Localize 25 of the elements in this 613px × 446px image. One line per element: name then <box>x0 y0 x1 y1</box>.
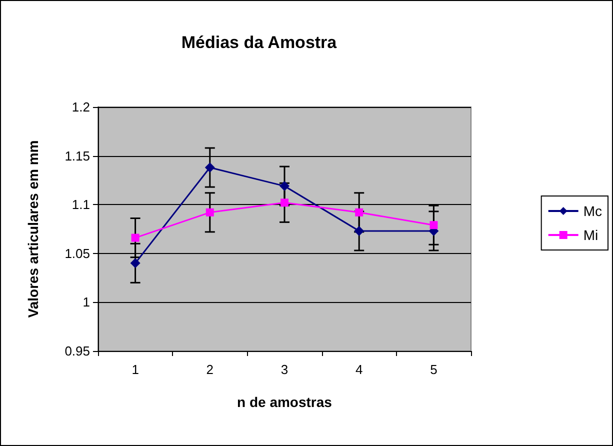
point <box>204 162 215 173</box>
y-axis-title: Valores articulares em mm <box>25 140 41 318</box>
y-tick-label: 0.95 <box>64 344 90 358</box>
x-tick-label: 2 <box>206 362 214 377</box>
y-tick-label: 1.15 <box>64 148 90 164</box>
point <box>430 221 438 230</box>
x-tick-label: 5 <box>430 362 438 377</box>
y-tick-label: 1 <box>82 294 90 310</box>
y-tick-label: 1.1 <box>72 197 90 212</box>
y-tick-label: 1.2 <box>72 100 90 114</box>
legend-label: Mc <box>583 203 602 219</box>
x-tick-label: 3 <box>280 362 288 377</box>
y-tick-label: 1.05 <box>64 246 90 261</box>
chart-title: Médias da Amostra <box>181 33 338 52</box>
legend-label: Mi <box>583 227 598 243</box>
point <box>355 208 364 216</box>
point <box>280 198 288 207</box>
point <box>130 258 140 268</box>
point <box>206 208 214 216</box>
x-axis-title: n de amostras <box>237 394 332 410</box>
point <box>354 226 364 236</box>
x-tick-label: 4 <box>355 362 363 377</box>
point <box>280 181 290 192</box>
x-tick-label: 1 <box>132 362 139 377</box>
point <box>131 234 140 242</box>
